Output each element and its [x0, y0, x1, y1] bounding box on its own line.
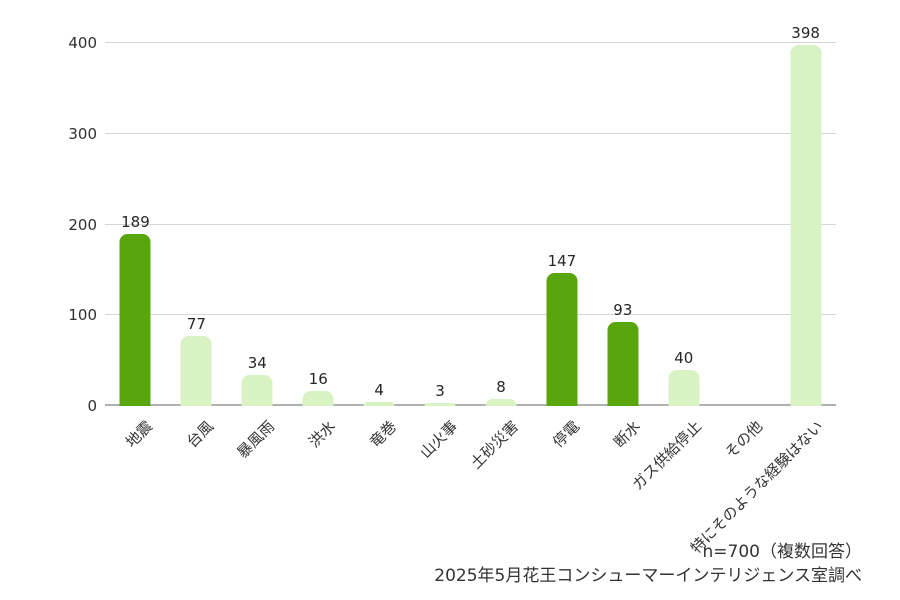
bar — [241, 375, 273, 406]
x-category-label: 洪水 — [305, 417, 340, 452]
y-tick-label-400: 400 — [68, 34, 97, 52]
bar-value-label: 40 — [674, 348, 694, 367]
bar — [668, 369, 700, 406]
x-category-label: 断水 — [609, 417, 644, 452]
bar-slot: 40 ガス供給停止 — [628, 43, 714, 493]
x-category-label: 暴風雨 — [233, 417, 279, 462]
bar-slot: 398 特にそのような経験はない — [687, 24, 836, 557]
bar-slot: 34 暴風雨 — [227, 43, 288, 462]
bar — [180, 336, 212, 406]
bar-slot: 3 山火事 — [410, 43, 471, 462]
gridline-y-100 — [105, 314, 836, 316]
bars-container: 189 地震 77 台風 34 暴風雨 16 洪水 4 竜巻 3 山火事 8 土砂災害 147 停電 93 断水 4… — [105, 24, 836, 557]
bar — [302, 391, 334, 406]
bar — [790, 44, 822, 406]
chart-footer: n=700（複数回答） 2025年5月花王コンシューマーインテリジェンス室調べ — [434, 540, 862, 588]
gridline-y-400 — [105, 42, 836, 43]
x-category-label: 竜巻 — [366, 417, 401, 452]
bar-slot: 77 台風 — [166, 43, 227, 451]
bar — [546, 272, 578, 406]
y-tick-label-200: 200 — [68, 215, 97, 234]
bar-value-label: 16 — [308, 370, 328, 389]
bar-slot: 8 土砂災害 — [467, 43, 532, 472]
bar-slot: 147 停電 — [531, 43, 592, 451]
bar-value-label: 147 — [547, 251, 577, 270]
x-axis-line — [105, 404, 836, 406]
bar — [485, 398, 517, 406]
bar-slot: 4 竜巻 — [349, 43, 410, 451]
plot-area: 0 100 200 300 400 189 地震 77 台風 34 暴風雨 16 洪水 4 竜巻 3 山火事 8 土… — [68, 24, 851, 557]
bar — [424, 403, 456, 406]
bar — [119, 234, 151, 406]
bar — [607, 321, 639, 406]
bar-value-label: 398 — [791, 23, 820, 42]
y-tick-label-100: 100 — [68, 306, 97, 325]
bar-slot: 16 洪水 — [288, 43, 349, 451]
y-tick-label-0: 0 — [87, 397, 97, 415]
bar-value-label: 189 — [121, 213, 150, 232]
bar-value-label: 4 — [374, 381, 384, 400]
x-category-label: 台風 — [183, 417, 218, 452]
bar-slot: その他 — [714, 43, 775, 462]
x-category-label: 地震 — [122, 417, 157, 452]
gridline-y-200 — [105, 223, 836, 225]
source-note: 2025年5月花王コンシューマーインテリジェンス室調べ — [434, 566, 862, 586]
x-category-label: 停電 — [548, 417, 583, 452]
x-category-label: 山火事 — [416, 417, 462, 462]
x-category-label: その他 — [721, 417, 766, 462]
bar-value-label: 93 — [613, 300, 633, 319]
gridline-y-300 — [105, 132, 836, 134]
bar-value-label: 3 — [435, 382, 445, 401]
bar-value-label: 34 — [247, 354, 267, 373]
bar — [363, 402, 395, 406]
bar-value-label: 77 — [186, 315, 206, 334]
y-tick-label-300: 300 — [68, 124, 97, 143]
x-category-label: 土砂災害 — [466, 417, 523, 473]
bar-value-label: 8 — [496, 377, 506, 396]
bar-slot: 189 地震 — [105, 43, 166, 451]
sample-size-note: n=700（複数回答） — [702, 542, 862, 562]
bar-slot: 93 断水 — [592, 43, 653, 451]
